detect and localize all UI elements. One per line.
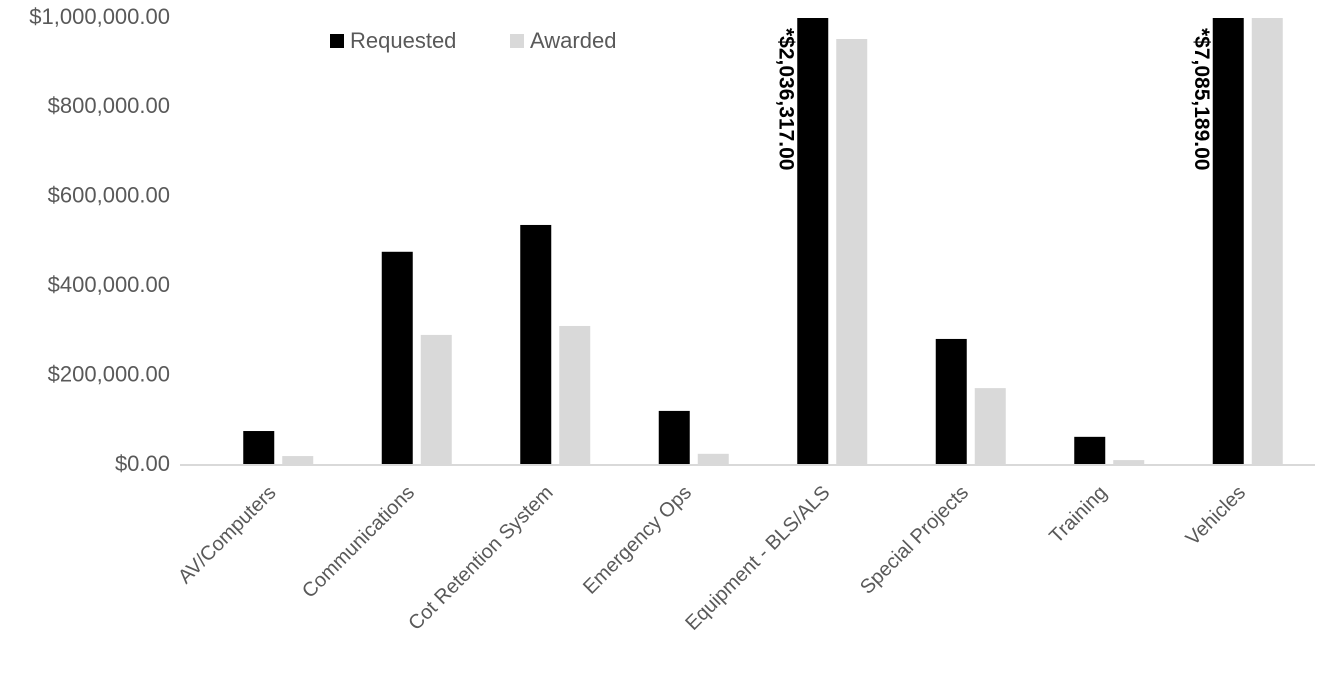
y-tick-label: $800,000.00 xyxy=(48,93,170,118)
plot-area xyxy=(243,18,1283,465)
x-tick-label: Special Projects xyxy=(856,482,973,599)
bar xyxy=(1251,18,1283,465)
bar xyxy=(797,18,829,465)
value-label: *$2,036,317.00 xyxy=(775,28,798,170)
bar xyxy=(935,338,967,465)
x-tick-label: Cot Retention System xyxy=(404,482,557,635)
bar xyxy=(559,325,591,465)
y-tick-label: $400,000.00 xyxy=(48,272,170,297)
x-tick-label: Training xyxy=(1045,482,1111,548)
bar xyxy=(974,388,1006,465)
x-tick-label: Vehicles xyxy=(1182,482,1250,550)
y-tick-label: $200,000.00 xyxy=(48,361,170,386)
bar xyxy=(836,39,868,465)
value-label: *$7,085,189.00 xyxy=(1190,28,1213,170)
y-tick-label: $600,000.00 xyxy=(48,183,170,208)
bar xyxy=(1074,436,1106,465)
bar xyxy=(381,251,413,465)
bar xyxy=(697,453,729,465)
bar xyxy=(520,224,552,465)
legend-label: Awarded xyxy=(530,28,616,53)
y-tick-label: $0.00 xyxy=(115,451,170,476)
x-tick-label: Communications xyxy=(298,482,419,603)
y-tick-label: $1,000,000.00 xyxy=(29,4,170,29)
bar xyxy=(658,410,690,465)
legend-swatch xyxy=(330,34,344,48)
legend-label: Requested xyxy=(350,28,456,53)
bar xyxy=(1113,460,1145,465)
x-tick-label: Equipment - BLS/ALS xyxy=(681,482,834,635)
x-tick-label: Emergency Ops xyxy=(579,482,696,599)
bar xyxy=(1212,18,1244,465)
legend-swatch xyxy=(510,34,524,48)
bar xyxy=(282,456,314,465)
x-tick-label: AV/Computers xyxy=(174,482,280,588)
bar xyxy=(420,334,452,465)
bar xyxy=(243,431,275,465)
